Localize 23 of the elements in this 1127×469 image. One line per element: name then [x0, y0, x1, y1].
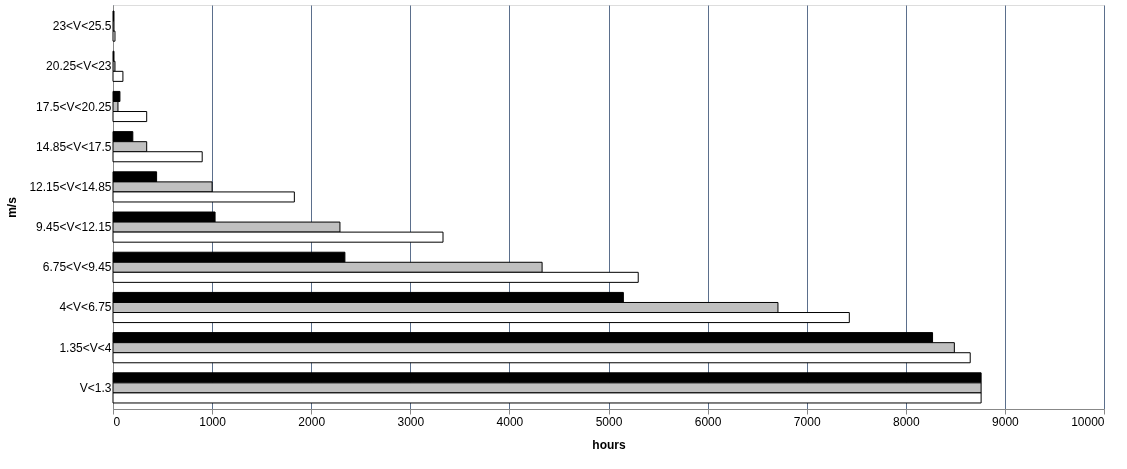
y-tick-label: 1.35<V<4 — [59, 340, 112, 355]
x-tick-label: 5000 — [595, 414, 623, 429]
x-tick-label: 0 — [113, 414, 121, 429]
y-tick-label: 12.15<V<14.85 — [29, 179, 112, 194]
x-tick-label: 7000 — [793, 414, 821, 429]
x-tick-label: 8000 — [892, 414, 920, 429]
y-tick-label: 23<V<25.5 — [52, 19, 112, 34]
x-axis-title: hours — [592, 437, 626, 452]
y-tick-label: 9.45<V<12.15 — [36, 220, 112, 235]
x-tick-label: 2000 — [298, 414, 326, 429]
x-tick-label: 4000 — [496, 414, 524, 429]
x-tick-label: 10000 — [1071, 414, 1105, 429]
y-tick-label: 6.75<V<9.45 — [42, 260, 112, 275]
x-tick-label: 6000 — [694, 414, 722, 429]
x-tick-label: 1000 — [199, 414, 227, 429]
y-tick-label: 4<V<6.75 — [59, 300, 112, 315]
y-tick-label: 17.5<V<20.25 — [36, 99, 112, 114]
y-tick-label: 14.85<V<17.5 — [36, 139, 112, 154]
y-axis-title: m/s — [5, 196, 20, 218]
y-tick-label: 20.25<V<23 — [46, 59, 112, 74]
x-tick-label: 9000 — [992, 414, 1020, 429]
x-tick-label: 3000 — [397, 414, 425, 429]
y-tick-label: V<1.3 — [79, 380, 112, 395]
